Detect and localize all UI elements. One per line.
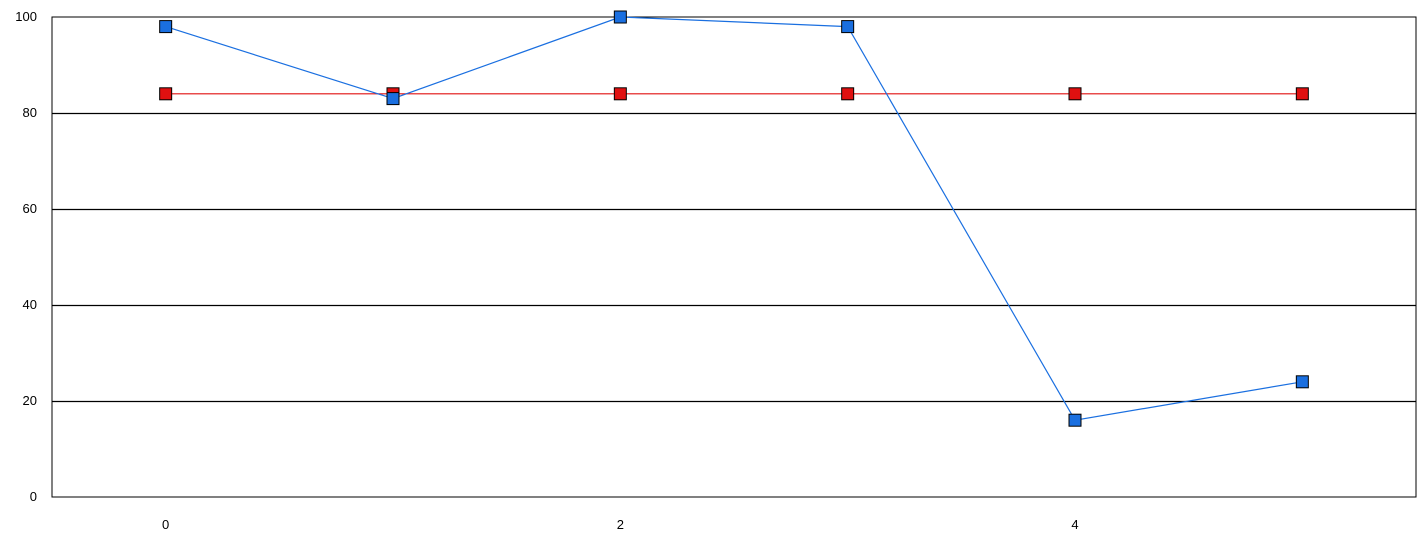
data-point-marker xyxy=(159,20,173,34)
x-axis-tick-labels: 0 2 4 xyxy=(162,517,1079,532)
data-point-marker xyxy=(1295,87,1309,101)
series-line xyxy=(165,16,1303,421)
y-tick-label: 80 xyxy=(23,105,37,120)
series-group xyxy=(159,10,1309,427)
data-point-marker xyxy=(1068,87,1082,101)
data-point-marker xyxy=(1295,375,1309,389)
y-tick-label: 40 xyxy=(23,297,37,312)
x-tick-label: 0 xyxy=(162,517,169,532)
grid-lines xyxy=(52,112,1416,403)
data-point-marker xyxy=(1068,413,1082,427)
data-point-marker xyxy=(159,87,173,101)
y-tick-label: 100 xyxy=(15,9,37,24)
y-tick-label: 20 xyxy=(23,393,37,408)
x-tick-label: 4 xyxy=(1071,517,1078,532)
plot-area-frame xyxy=(51,16,1417,498)
y-tick-label: 0 xyxy=(30,489,37,504)
data-point-marker xyxy=(841,87,855,101)
data-point-marker xyxy=(841,20,855,34)
y-axis-tick-labels: 0 20 40 60 80 100 xyxy=(15,9,37,504)
y-tick-label: 60 xyxy=(23,201,37,216)
x-tick-label: 2 xyxy=(617,517,624,532)
data-point-marker xyxy=(386,92,400,106)
data-point-marker xyxy=(613,10,627,24)
data-point-marker xyxy=(613,87,627,101)
